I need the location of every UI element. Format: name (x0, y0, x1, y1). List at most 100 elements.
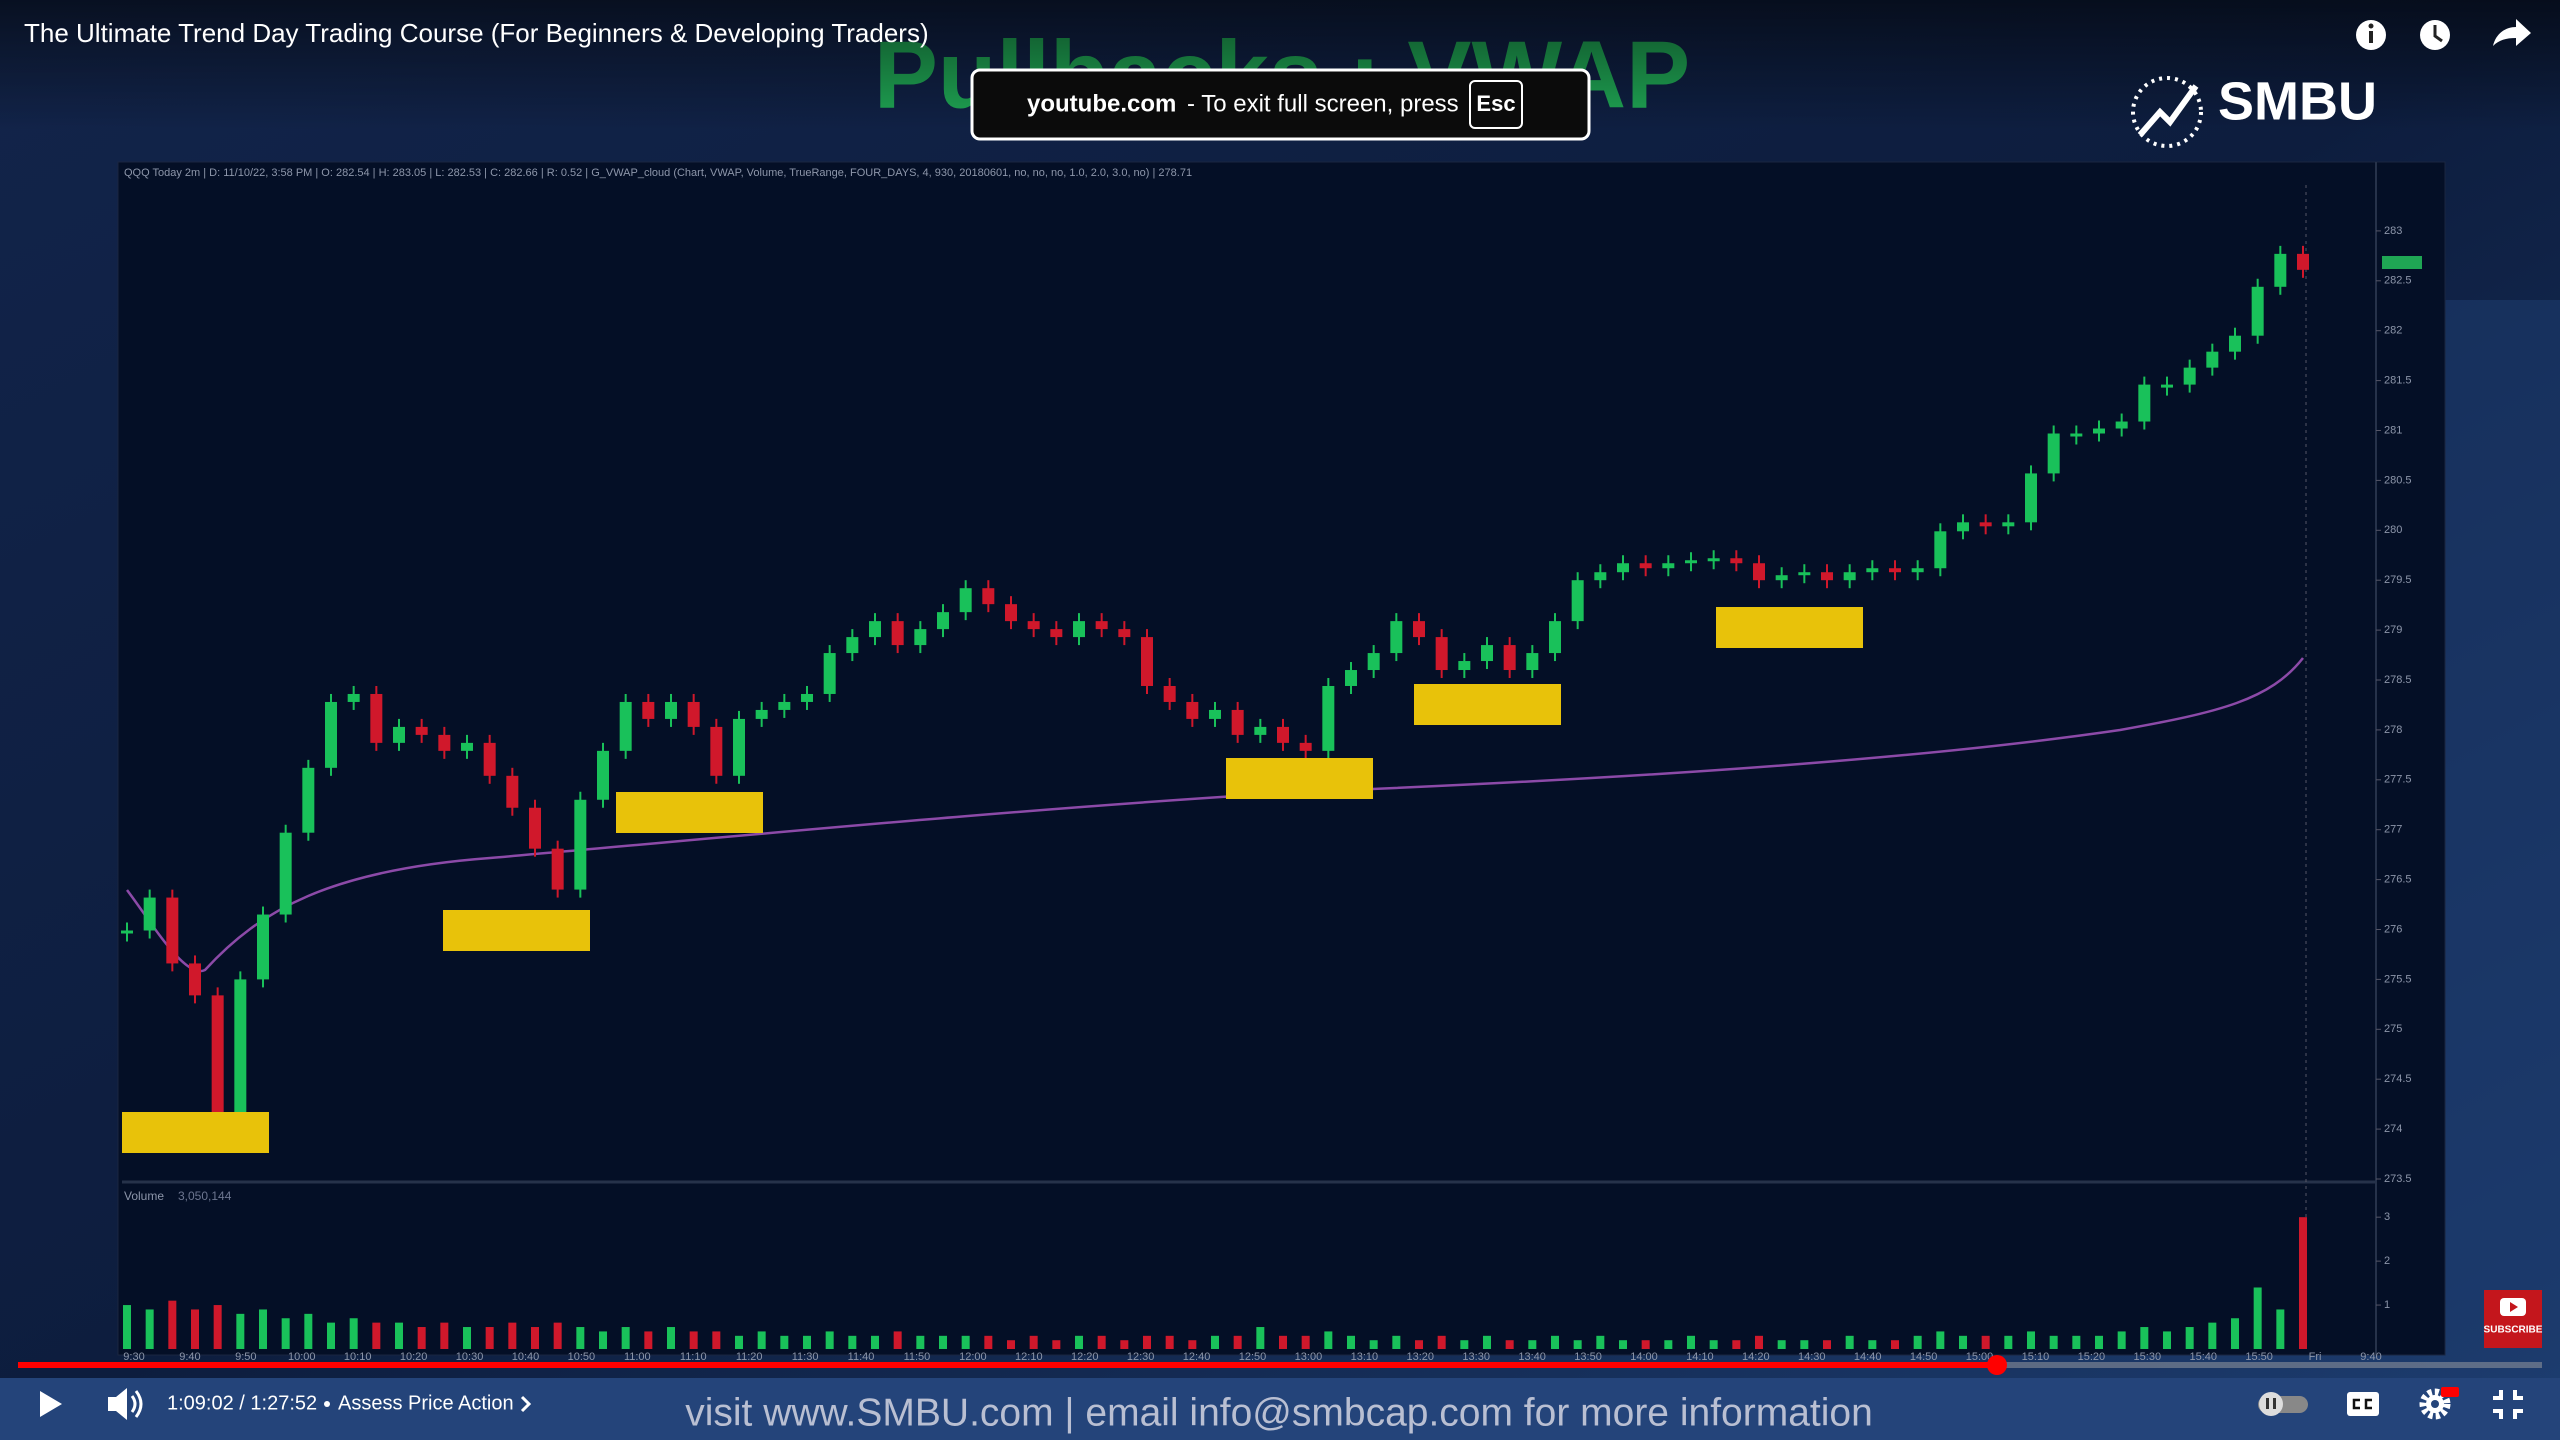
volume-bar (893, 1331, 902, 1349)
highlight (616, 792, 763, 833)
candle (914, 629, 927, 646)
volume-bar (689, 1331, 698, 1349)
subscribe-button[interactable]: SUBSCRIBE (2484, 1290, 2543, 1348)
candle (2297, 253, 2309, 270)
volume-bar (1755, 1335, 1763, 1349)
highlight (443, 910, 590, 951)
volume-bar (1324, 1331, 1333, 1349)
volume-bar (2231, 1318, 2239, 1349)
volume-bar (1596, 1335, 1605, 1349)
y-tick-label: 277 (2384, 824, 2402, 836)
x-tick-label: 14:50 (1910, 1351, 1938, 1363)
volume-bar (780, 1335, 789, 1349)
candle (393, 726, 405, 743)
x-tick-label: 10:10 (344, 1351, 372, 1363)
x-tick-label: 13:50 (1574, 1351, 1602, 1363)
volume-bar (327, 1322, 335, 1349)
candle (302, 767, 315, 833)
volume-bar (1868, 1340, 1877, 1349)
volume-total: 3,050,144 (178, 1189, 232, 1203)
toast-message: - To exit full screen, press (1187, 90, 1459, 117)
x-tick-label: 10:30 (456, 1351, 484, 1363)
volume-bar (2140, 1327, 2149, 1349)
candle (211, 995, 224, 1127)
volume-bar (1528, 1340, 1537, 1349)
chapter-title[interactable]: Assess Price Action (338, 1392, 514, 1414)
play-button[interactable] (40, 1391, 62, 1417)
y-tick-label: 282.5 (2384, 275, 2412, 287)
volume-bar (1573, 1340, 1582, 1349)
volume-bar (2163, 1331, 2171, 1349)
candle (982, 588, 995, 605)
volume-bar (961, 1335, 970, 1349)
volume-bar (1891, 1340, 1899, 1349)
settings-button[interactable] (2419, 1387, 2459, 1420)
candle (347, 693, 360, 702)
x-tick-label: 13:20 (1407, 1351, 1435, 1363)
volume-bar (1188, 1340, 1197, 1349)
volume-button[interactable] (108, 1388, 143, 1420)
volume-bar (1732, 1340, 1741, 1349)
progress-scrubber[interactable] (1987, 1355, 2007, 1375)
x-tick-label: 12:50 (1239, 1351, 1267, 1363)
volume-tick-label: 2 (2384, 1255, 2390, 1267)
background-blur (2445, 300, 2560, 1300)
x-tick-label: 13:30 (1462, 1351, 1490, 1363)
volume-bar (2004, 1335, 2013, 1349)
volume-bar (395, 1322, 403, 1349)
volume-bar (281, 1318, 290, 1349)
x-tick-label: 13:40 (1518, 1351, 1546, 1363)
volume-bar (757, 1331, 766, 1349)
info-button[interactable] (2356, 20, 2386, 50)
volume-bar (1800, 1340, 1809, 1349)
candle (869, 621, 881, 638)
axis-labels: 283 282.5 282 281.5 281 280.5 280 279.5 279 278.5… (123, 225, 2411, 1363)
captions-button[interactable] (2347, 1392, 2379, 1416)
candle (1526, 653, 1539, 671)
candle (1345, 670, 1357, 686)
volume-bar (485, 1327, 494, 1349)
banner-text: visit www.SMBU.com | email info@smbcap.c… (685, 1391, 1873, 1434)
volume-bar (508, 1322, 517, 1349)
volume-bar (1279, 1335, 1287, 1349)
volume-bar (1120, 1340, 1129, 1349)
volume-bar (2117, 1331, 2126, 1349)
volume-tick-label: 1 (2384, 1299, 2390, 1311)
candle (1367, 653, 1380, 671)
chapter-chevron[interactable] (520, 1395, 532, 1413)
candle (325, 701, 337, 768)
x-tick-label: 10:40 (512, 1351, 540, 1363)
volume-bar (531, 1327, 539, 1349)
candle (1775, 575, 1788, 581)
candle (438, 734, 451, 751)
autoplay-toggle[interactable] (2258, 1392, 2308, 1416)
x-tick-label: 9:50 (235, 1351, 256, 1363)
y-tick-label: 276 (2384, 923, 2402, 935)
brand-logo: SMBU (2131, 71, 2377, 148)
share-button[interactable] (2493, 19, 2531, 46)
candle (279, 832, 292, 915)
y-tick-label: 276.5 (2384, 874, 2412, 886)
volume-bar (621, 1327, 630, 1349)
time-display: 1:09:02 / 1:27:52 (167, 1392, 317, 1414)
watch-later-button[interactable] (2420, 20, 2450, 50)
volume-bar (825, 1331, 834, 1349)
y-tick-label: 278.5 (2384, 674, 2412, 686)
banner-strip (0, 1378, 2560, 1440)
candle (143, 897, 156, 931)
volume-bar (1233, 1335, 1242, 1349)
volume-bar (1823, 1340, 1831, 1349)
y-tick-label: 275 (2384, 1023, 2402, 1035)
volume-bar (1075, 1335, 1083, 1349)
volume-bar (1143, 1335, 1151, 1349)
volume-bar (372, 1322, 381, 1349)
x-tick-label: 15:10 (2022, 1351, 2050, 1363)
highlight (1716, 607, 1863, 648)
y-tick-label: 273.5 (2384, 1173, 2412, 1185)
volume-bar (1619, 1340, 1627, 1349)
candle (755, 709, 768, 719)
exit-fullscreen-button[interactable] (2493, 1390, 2523, 1419)
candle (1254, 726, 1267, 735)
